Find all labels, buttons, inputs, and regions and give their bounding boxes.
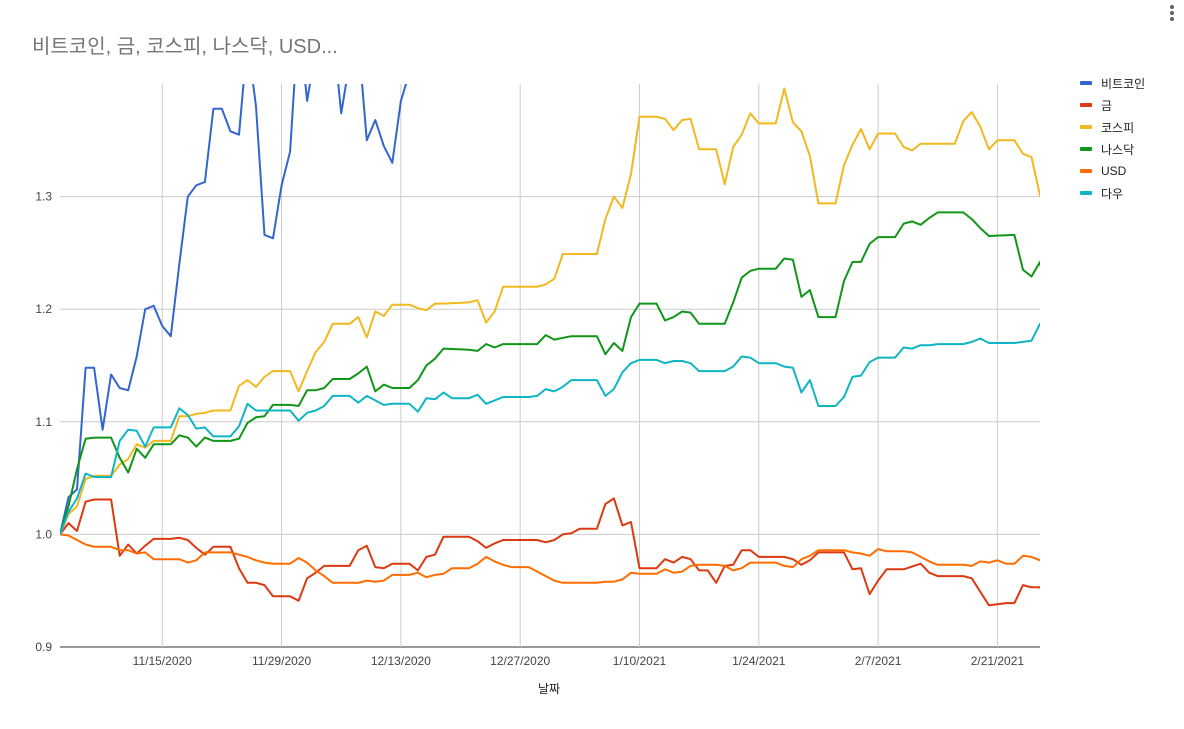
y-tick-label: 1.0: [35, 527, 52, 541]
legend-swatch: [1080, 169, 1092, 173]
y-tick-label: 1.3: [35, 190, 52, 204]
legend-label: 나스닥: [1101, 142, 1135, 157]
x-axis-title: 날짜: [538, 682, 560, 696]
more-options-icon[interactable]: [1168, 4, 1176, 24]
x-tick-label: 2/7/2021: [855, 654, 902, 668]
chart-title: 비트코인, 금, 코스피, 나스닥, USD...: [32, 36, 338, 58]
legend-item[interactable]: 비트코인: [1080, 72, 1145, 94]
x-tick-label: 2/21/2021: [971, 654, 1025, 668]
x-tick-label: 1/10/2021: [613, 654, 667, 668]
x-tick-label: 12/13/2020: [371, 654, 431, 668]
legend-label: 비트코인: [1101, 76, 1146, 91]
x-tick-label: 11/15/2020: [133, 654, 192, 668]
legend-label: 코스피: [1101, 120, 1135, 135]
series-lines: [60, 16, 1057, 609]
legend-item[interactable]: 다우: [1080, 182, 1145, 204]
legend-swatch: [1080, 191, 1092, 195]
legend-item[interactable]: 나스닥: [1080, 138, 1145, 160]
series-line-2[interactable]: [60, 87, 1057, 535]
series-line-5[interactable]: [60, 322, 1057, 535]
x-tick-label: 12/27/2020: [490, 654, 550, 668]
legend-label: 다우: [1101, 186, 1124, 201]
gridlines: [60, 84, 1040, 648]
series-line-4[interactable]: [60, 533, 1057, 584]
legend-item[interactable]: USD: [1080, 160, 1145, 182]
legend-swatch: [1080, 81, 1092, 85]
series-line-0[interactable]: [60, 16, 409, 535]
y-tick-label: 0.9: [35, 640, 52, 654]
y-tick-label: 1.1: [35, 415, 52, 429]
y-tick-label: 1.2: [35, 302, 52, 316]
series-line-1[interactable]: [60, 497, 1057, 609]
x-tick-label: 1/24/2021: [732, 654, 786, 668]
y-axis-ticks: 0.9 1.0 1.1 1.2 1.3: [35, 190, 52, 654]
legend-label: USD: [1101, 164, 1127, 178]
series-line-3[interactable]: [60, 211, 1049, 535]
legend-swatch: [1080, 147, 1092, 151]
legend-label: 금: [1101, 98, 1113, 113]
legend-item[interactable]: 금: [1080, 94, 1145, 116]
legend-item[interactable]: 코스피: [1080, 116, 1145, 138]
x-tick-label: 11/29/2020: [252, 654, 311, 668]
legend-swatch: [1080, 125, 1092, 129]
legend-swatch: [1080, 103, 1092, 107]
x-axis-ticks: 11/15/2020 11/29/2020 12/13/2020 12/27/2020…: [133, 654, 1025, 668]
